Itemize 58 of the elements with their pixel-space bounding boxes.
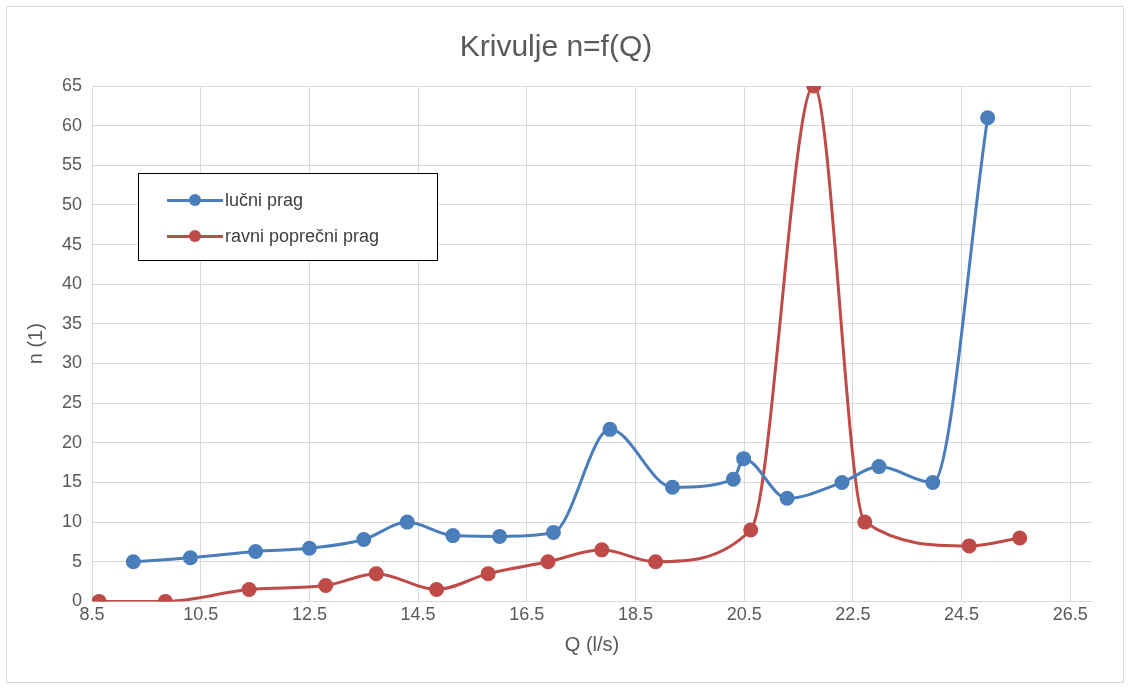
legend-label: ravni poprečni prag (225, 225, 380, 247)
point (480, 566, 496, 582)
y-axis-title: n (1) (23, 323, 46, 365)
y-tick-label: 5 (72, 550, 83, 571)
point (648, 554, 664, 570)
point (301, 540, 317, 556)
x-tick-label: 8.5 (79, 604, 105, 625)
point (925, 474, 941, 490)
point (980, 110, 996, 126)
y-tick-label: 40 (61, 273, 83, 294)
legend-label: lučni prag (225, 189, 304, 211)
y-tick-label: 50 (61, 193, 83, 214)
point (736, 451, 752, 467)
point (445, 528, 461, 544)
x-tick-label: 10.5 (183, 604, 219, 625)
point (356, 532, 372, 548)
x-tick-label: 14.5 (400, 604, 436, 625)
point (961, 538, 977, 554)
point (834, 474, 850, 490)
point (857, 514, 873, 530)
point (318, 578, 334, 594)
y-tick-label: 30 (61, 352, 83, 373)
point (429, 582, 445, 598)
y-tick-label: 65 (61, 74, 83, 95)
point (743, 522, 759, 538)
point (540, 554, 556, 570)
chart-title: Krivulje n=f(Q) (459, 29, 653, 63)
y-tick-label: 10 (61, 511, 83, 532)
x-tick-label: 20.5 (726, 604, 762, 625)
x-tick-label: 12.5 (291, 604, 327, 625)
y-tick-label: 25 (61, 392, 83, 413)
y-tick-label: 45 (61, 233, 83, 254)
x-tick-label: 18.5 (617, 604, 654, 625)
x-tick-label: 22.5 (835, 604, 871, 625)
point (399, 514, 415, 530)
x-tick-label: 16.5 (509, 604, 545, 625)
x-axis-title: Q (l/s) (564, 632, 620, 655)
point (248, 543, 264, 559)
point (368, 566, 384, 582)
y-tick-label: 20 (61, 431, 83, 452)
y-tick-label: 60 (61, 114, 83, 135)
y-tick-label: 35 (61, 312, 83, 333)
point (594, 542, 610, 558)
point (871, 459, 887, 475)
point (492, 528, 508, 544)
point (241, 582, 257, 598)
point (1012, 530, 1028, 546)
x-tick-label: 26.5 (1052, 604, 1088, 625)
point (779, 490, 795, 506)
y-tick-label: 55 (61, 154, 83, 175)
point (125, 554, 141, 570)
x-tick-label: 24.5 (944, 604, 980, 625)
point (182, 550, 198, 566)
point (725, 471, 741, 487)
point (664, 479, 680, 495)
y-tick-label: 15 (61, 471, 83, 492)
point (545, 524, 561, 540)
point (602, 421, 618, 437)
